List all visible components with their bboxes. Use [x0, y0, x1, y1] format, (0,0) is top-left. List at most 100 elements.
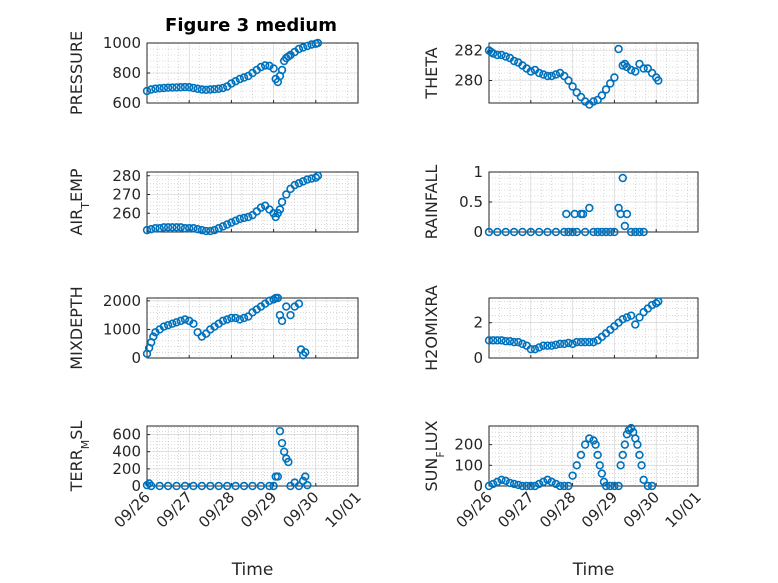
data-point	[231, 77, 240, 86]
data-point	[580, 440, 590, 449]
data-point	[201, 329, 211, 338]
data-point	[614, 44, 623, 54]
data-point	[564, 481, 573, 491]
data-point	[159, 83, 169, 93]
data-point	[493, 50, 502, 60]
plot-frame	[146, 42, 359, 104]
data-point	[284, 457, 293, 467]
data-point	[606, 79, 615, 88]
y-axis-label: MIXDEPTH	[67, 286, 86, 369]
x-tick-label: 09/28	[536, 488, 579, 531]
data-point	[631, 67, 640, 76]
y-tick-label: 2	[473, 314, 483, 332]
data-point	[147, 85, 156, 94]
data-point	[530, 344, 540, 354]
data-point	[631, 320, 640, 329]
data-point	[622, 313, 632, 322]
data-point	[142, 225, 152, 235]
data-point	[159, 322, 169, 331]
data-point	[589, 97, 598, 106]
data-point	[201, 85, 211, 95]
y-axis-label: THETA	[422, 47, 441, 99]
data-point	[633, 440, 642, 449]
chart-panel-5: 0 2 H2OMIXRA	[422, 285, 699, 371]
data-point	[647, 481, 657, 491]
y-tick-label: 0	[473, 223, 483, 241]
data-point	[206, 481, 215, 491]
data-point	[313, 171, 323, 180]
data-point	[593, 450, 602, 460]
data-point	[231, 313, 240, 323]
data-point	[222, 481, 232, 491]
data-point	[530, 481, 540, 491]
data-point	[610, 73, 619, 82]
data-point	[635, 227, 644, 237]
data-point	[311, 173, 320, 182]
data-point	[172, 481, 181, 491]
data-point	[639, 227, 648, 237]
data-point	[206, 226, 215, 236]
data-point	[273, 293, 283, 303]
data-point	[155, 84, 164, 93]
data-point	[231, 481, 240, 491]
y-tick-label: 400	[112, 443, 141, 461]
data-point	[564, 76, 573, 85]
data-point	[197, 85, 207, 94]
chart-panel-1: 280 282 THETA	[422, 42, 699, 109]
data-point	[505, 478, 515, 488]
x-tick-label: 10/01	[322, 488, 365, 531]
data-point	[568, 227, 577, 237]
data-point	[509, 337, 519, 347]
data-point	[189, 224, 198, 233]
data-point	[273, 472, 283, 481]
data-point	[585, 337, 594, 347]
data-point	[618, 450, 627, 460]
data-point	[172, 318, 181, 327]
data-point	[572, 227, 581, 237]
data-point	[497, 50, 506, 60]
data-point	[601, 481, 611, 491]
data-point	[505, 337, 515, 346]
y-axis-label: TERRMSL	[67, 421, 92, 493]
x-tick-label: 10/01	[662, 488, 705, 531]
data-point	[248, 481, 257, 491]
x-axis-label: Time	[572, 560, 615, 580]
data-point	[610, 227, 619, 237]
data-point	[526, 481, 535, 491]
data-point	[484, 336, 494, 345]
data-point	[501, 227, 510, 237]
data-point	[180, 315, 190, 324]
data-point	[484, 227, 494, 237]
data-point	[518, 227, 527, 237]
data-point	[303, 175, 312, 184]
data-point	[599, 477, 609, 487]
data-point	[193, 84, 202, 93]
data-point	[555, 339, 565, 349]
chart-panel-7: 010020009/2609/2709/2809/2909/3010/01Tim…	[422, 420, 705, 580]
data-point	[484, 481, 494, 491]
data-point	[189, 83, 198, 93]
data-point	[606, 227, 615, 237]
data-point	[142, 480, 152, 490]
data-point	[560, 227, 569, 237]
data-point	[256, 481, 266, 491]
data-point	[176, 223, 185, 232]
data-point	[298, 177, 308, 186]
y-tick-label: 1	[473, 163, 483, 181]
y-tick-label: 100	[454, 456, 483, 474]
data-point	[647, 300, 657, 310]
data-point	[647, 68, 657, 78]
y-tick-label: 0	[473, 349, 483, 367]
data-point	[620, 221, 630, 231]
y-tick-label: 600	[112, 94, 141, 112]
y-tick-label: 0	[131, 477, 141, 495]
data-point	[275, 426, 285, 436]
data-point	[277, 316, 287, 326]
data-point	[298, 43, 308, 52]
data-point	[562, 209, 571, 219]
data-point	[616, 461, 625, 470]
data-point	[620, 440, 630, 449]
data-point	[526, 344, 535, 354]
